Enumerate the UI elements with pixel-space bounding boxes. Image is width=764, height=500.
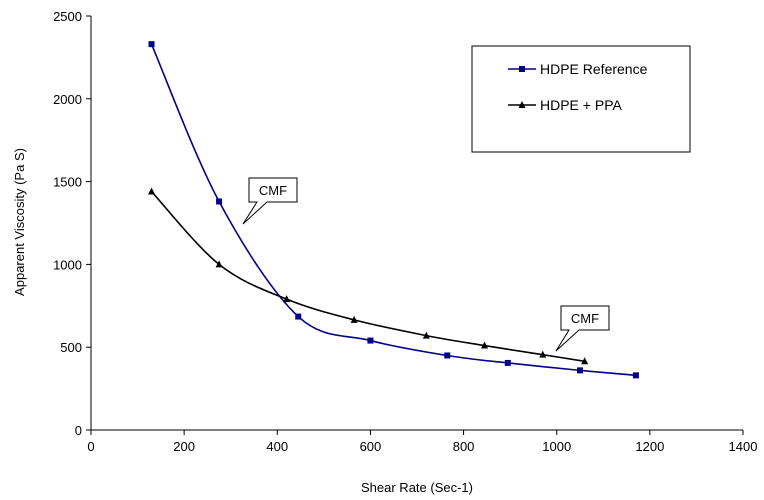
- legend-box: [471, 45, 691, 153]
- x-tick-label: 0: [87, 439, 94, 454]
- x-tick-label: 600: [360, 439, 382, 454]
- chart-series: [148, 41, 639, 379]
- data-point: [283, 295, 291, 303]
- legend-swatch-marker: [519, 66, 525, 72]
- annotation-label: CMF: [571, 311, 599, 326]
- data-point: [539, 350, 547, 358]
- data-point: [422, 331, 430, 339]
- data-point: [148, 41, 155, 48]
- data-point: [215, 260, 223, 268]
- chart-axes: 0 200 400 600 800 1000 1200 1400 0 500 1000 1500 200…: [53, 9, 757, 454]
- data-point: [481, 341, 489, 349]
- chart-legend: HDPE Reference HDPE + PPA: [471, 45, 691, 153]
- x-tick-label: 1400: [729, 439, 758, 454]
- x-tick-label: 1200: [635, 439, 664, 454]
- x-tick-label: 400: [266, 439, 288, 454]
- legend-label: HDPE Reference: [540, 61, 648, 77]
- data-point: [444, 352, 451, 359]
- data-point: [577, 367, 583, 374]
- y-tick-label: 500: [60, 340, 82, 355]
- y-tick-label: 2500: [53, 9, 82, 24]
- data-point: [295, 313, 302, 320]
- data-point: [504, 359, 511, 366]
- legend-label: HDPE + PPA: [540, 97, 622, 113]
- data-point: [148, 187, 156, 195]
- series-line: [150, 190, 585, 363]
- callout: CMF: [555, 305, 610, 352]
- callout-box: [555, 305, 610, 352]
- x-tick-label: 800: [453, 439, 475, 454]
- x-tick-label: 1000: [542, 439, 571, 454]
- y-tick-label: 1500: [53, 175, 82, 190]
- x-tick-label: 200: [173, 439, 195, 454]
- callout-box: [242, 177, 298, 225]
- y-tick-label: 2000: [53, 92, 82, 107]
- data-point: [367, 337, 374, 344]
- data-point: [632, 372, 639, 379]
- y-axis-title: Apparent Viscosity (Pa S): [12, 148, 27, 296]
- series-2: [148, 187, 589, 365]
- chart-annotations: CMF CMF: [242, 177, 610, 352]
- callout: CMF: [242, 177, 298, 225]
- legend-swatch-marker: [518, 101, 526, 108]
- series-1: [148, 41, 639, 379]
- data-point: [216, 198, 223, 205]
- y-tick-label: 0: [75, 423, 82, 438]
- y-tick-label: 1000: [53, 257, 82, 272]
- annotation-label: CMF: [259, 183, 287, 198]
- data-point: [581, 357, 589, 365]
- x-axis-title: Shear Rate (Sec-1): [361, 480, 473, 495]
- data-point: [350, 315, 358, 323]
